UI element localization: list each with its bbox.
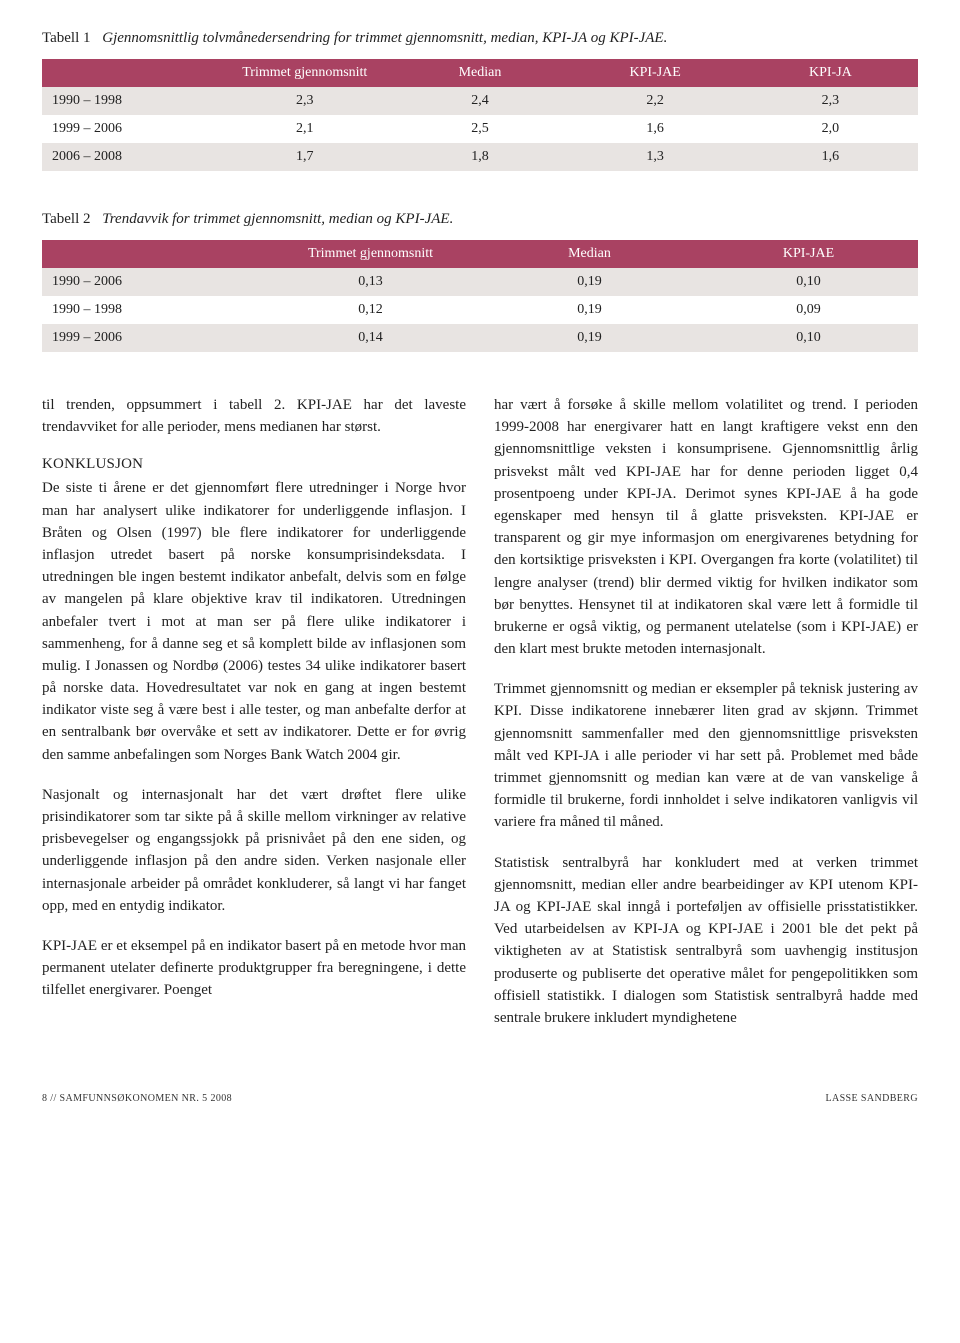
left-p1: De siste ti årene er det gjennomført fle… [42, 477, 466, 765]
table1-caption-num: Tabell 1 [42, 30, 91, 46]
table-row: 1999 – 2006 2,1 2,5 1,6 2,0 [42, 115, 918, 143]
table2-r0c1: 0,13 [261, 268, 480, 296]
table1-h3: KPI-JAE [568, 59, 743, 87]
table1-h1: Trimmet gjennomsnitt [217, 59, 392, 87]
table2-r0c2: 0,19 [480, 268, 699, 296]
left-p3: KPI-JAE er et eksempel på en indikator b… [42, 935, 466, 1002]
table1-h2: Median [392, 59, 567, 87]
left-p2: Nasjonalt og internasjonalt har det vært… [42, 784, 466, 917]
section-heading-konklusjon: KONKLUSJON [42, 456, 466, 473]
table1-r2c2: 1,8 [392, 143, 567, 171]
table2-r1c1: 0,12 [261, 296, 480, 324]
table1-r2c0: 2006 – 2008 [42, 143, 217, 171]
table-row: 2006 – 2008 1,7 1,8 1,3 1,6 [42, 143, 918, 171]
table2-caption: Tabell 2 Trendavvik for trimmet gjennoms… [42, 211, 918, 228]
table1-r0c1: 2,3 [217, 87, 392, 115]
footer-left: 8 // SAMFUNNSØKONOMEN NR. 5 2008 [42, 1093, 232, 1104]
right-p2: Trimmet gjennomsnitt og median er eksemp… [494, 678, 918, 833]
table1: Trimmet gjennomsnitt Median KPI-JAE KPI-… [42, 59, 918, 171]
table2-h2: Median [480, 240, 699, 268]
table1-r1c4: 2,0 [743, 115, 918, 143]
table1-h4: KPI-JA [743, 59, 918, 87]
table2-r0c3: 0,10 [699, 268, 918, 296]
table2-caption-desc: Trendavvik for trimmet gjennomsnitt, med… [102, 211, 453, 227]
table1-r2c4: 1,6 [743, 143, 918, 171]
table1-block: Tabell 1 Gjennomsnittlig tolvmånedersend… [42, 30, 918, 171]
table1-r1c0: 1999 – 2006 [42, 115, 217, 143]
table1-r0c4: 2,3 [743, 87, 918, 115]
table2-r1c2: 0,19 [480, 296, 699, 324]
table1-r1c2: 2,5 [392, 115, 567, 143]
body-columns: til trenden, oppsummert i tabell 2. KPI-… [42, 394, 918, 1047]
table1-caption-desc: Gjennomsnittlig tolvmånedersendring for … [102, 30, 667, 46]
table2-r2c1: 0,14 [261, 324, 480, 352]
table1-header-row: Trimmet gjennomsnitt Median KPI-JAE KPI-… [42, 59, 918, 87]
table1-r0c0: 1990 – 1998 [42, 87, 217, 115]
table2-r2c3: 0,10 [699, 324, 918, 352]
table2-r0c0: 1990 – 2006 [42, 268, 261, 296]
table1-r0c3: 2,2 [568, 87, 743, 115]
table2-block: Tabell 2 Trendavvik for trimmet gjennoms… [42, 211, 918, 352]
right-column: har vært å forsøke å skille mellom volat… [494, 394, 918, 1047]
table2-r1c0: 1990 – 1998 [42, 296, 261, 324]
left-intro: til trenden, oppsummert i tabell 2. KPI-… [42, 394, 466, 438]
table2-r1c3: 0,09 [699, 296, 918, 324]
table-row: 1999 – 2006 0,14 0,19 0,10 [42, 324, 918, 352]
table2-r2c0: 1999 – 2006 [42, 324, 261, 352]
table-row: 1990 – 2006 0,13 0,19 0,10 [42, 268, 918, 296]
table1-r0c2: 2,4 [392, 87, 567, 115]
table-row: 1990 – 1998 0,12 0,19 0,09 [42, 296, 918, 324]
table1-h0 [42, 59, 217, 87]
footer-right: LASSE SANDBERG [825, 1093, 918, 1104]
table2-caption-num: Tabell 2 [42, 211, 91, 227]
table2: Trimmet gjennomsnitt Median KPI-JAE 1990… [42, 240, 918, 352]
table2-header-row: Trimmet gjennomsnitt Median KPI-JAE [42, 240, 918, 268]
table2-h3: KPI-JAE [699, 240, 918, 268]
table1-r2c3: 1,3 [568, 143, 743, 171]
right-p3: Statistisk sentralbyrå har konkludert me… [494, 852, 918, 1030]
table2-h1: Trimmet gjennomsnitt [261, 240, 480, 268]
right-p1: har vært å forsøke å skille mellom volat… [494, 394, 918, 660]
table1-r1c3: 1,6 [568, 115, 743, 143]
table1-r2c1: 1,7 [217, 143, 392, 171]
page-footer: 8 // SAMFUNNSØKONOMEN NR. 5 2008 LASSE S… [42, 1093, 918, 1104]
left-column: til trenden, oppsummert i tabell 2. KPI-… [42, 394, 466, 1047]
table1-r1c1: 2,1 [217, 115, 392, 143]
table2-r2c2: 0,19 [480, 324, 699, 352]
table2-h0 [42, 240, 261, 268]
table-row: 1990 – 1998 2,3 2,4 2,2 2,3 [42, 87, 918, 115]
table1-caption: Tabell 1 Gjennomsnittlig tolvmånedersend… [42, 30, 918, 47]
